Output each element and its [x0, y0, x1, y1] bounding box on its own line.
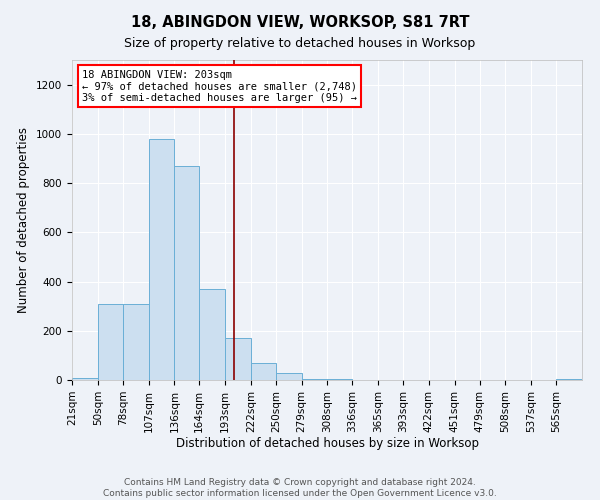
Bar [98, 304, 123, 380]
Text: 18, ABINGDON VIEW, WORKSOP, S81 7RT: 18, ABINGDON VIEW, WORKSOP, S81 7RT [131, 15, 469, 30]
Y-axis label: Number of detached properties: Number of detached properties [17, 127, 31, 313]
Bar [251, 363, 276, 380]
Bar [149, 139, 175, 380]
Bar [302, 379, 328, 380]
Bar [199, 289, 225, 380]
Text: Size of property relative to detached houses in Worksop: Size of property relative to detached ho… [124, 38, 476, 51]
Bar [225, 338, 251, 380]
Text: 18 ABINGDON VIEW: 203sqm
← 97% of detached houses are smaller (2,748)
3% of semi: 18 ABINGDON VIEW: 203sqm ← 97% of detach… [82, 70, 357, 103]
Text: Contains HM Land Registry data © Crown copyright and database right 2024.
Contai: Contains HM Land Registry data © Crown c… [103, 478, 497, 498]
Bar [276, 372, 302, 380]
Bar [556, 379, 582, 380]
Bar [123, 304, 149, 380]
Bar [175, 166, 199, 380]
Bar [72, 378, 98, 380]
X-axis label: Distribution of detached houses by size in Worksop: Distribution of detached houses by size … [176, 438, 479, 450]
